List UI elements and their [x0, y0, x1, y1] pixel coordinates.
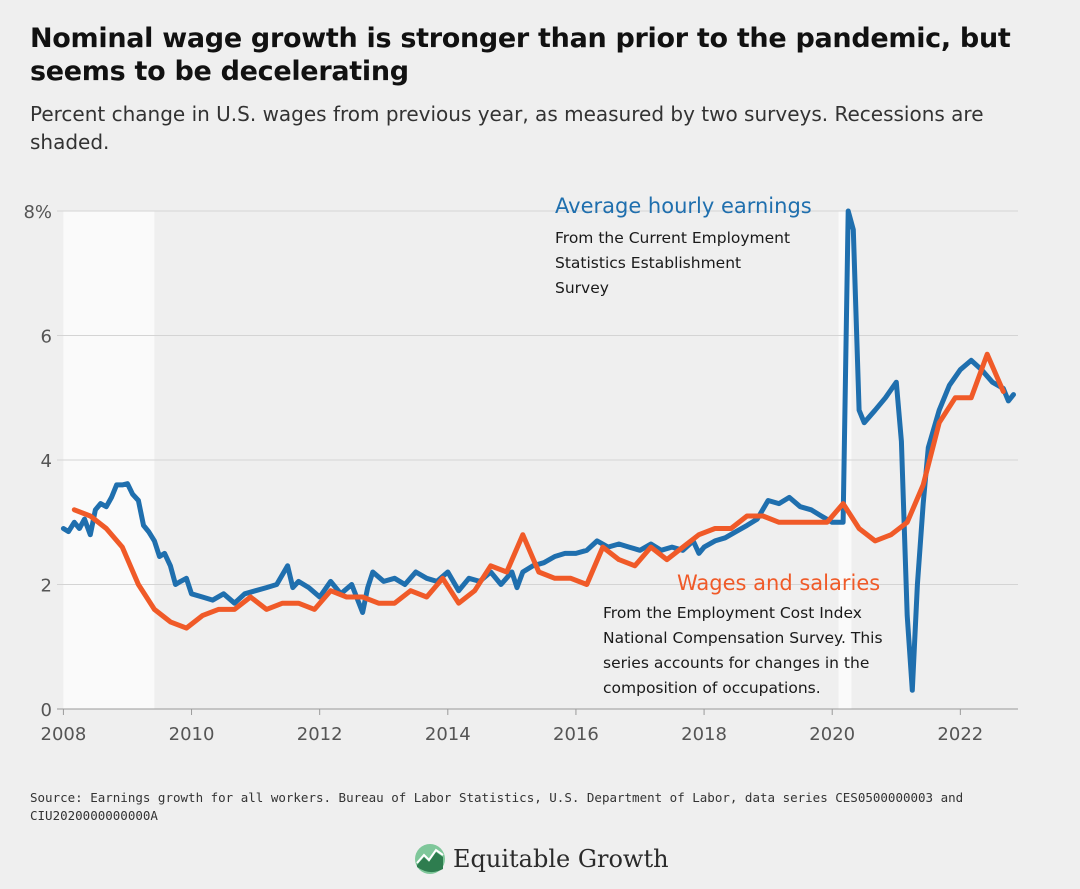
annotation-line: From the Employment Cost Index: [603, 604, 862, 622]
series-lines: [60, 208, 1016, 693]
x-tick-label: 2008: [41, 724, 87, 745]
annotation-note-eci: From the Employment Cost Index National C…: [603, 604, 883, 697]
growth-chart-icon: [415, 844, 445, 874]
y-axis-ticks: 0 2 4 6 8%: [23, 202, 52, 721]
x-tick-label: 2022: [937, 724, 983, 745]
annotation-line: series accounts for changes in the: [603, 654, 869, 672]
x-tick-label: 2016: [553, 724, 599, 745]
annotation-line: From the Current Employment: [555, 229, 790, 247]
annotation-line: composition of occupations.: [603, 679, 821, 697]
x-tick-label: 2014: [425, 724, 471, 745]
y-tick-label: 2: [41, 576, 52, 597]
x-axis-ticks: 2008 2010 2012 2014 2016 2018 2020 2022: [41, 709, 983, 745]
brand-name: Equitable Growth: [453, 845, 669, 873]
series-line-average-hourly-earnings: [60, 208, 1016, 693]
x-tick-label: 2020: [809, 724, 855, 745]
annotation-line: Survey: [555, 279, 609, 297]
annotations: Average hourly earnings From the Current…: [555, 194, 883, 697]
legend-label-eci: Wages and salaries: [677, 571, 880, 595]
annotation-line: National Compensation Survey. This: [603, 629, 883, 647]
brand-logo: Equitable Growth: [413, 843, 669, 875]
chart-title: Nominal wage growth is stronger than pri…: [30, 23, 1011, 87]
y-tick-label: 6: [41, 327, 52, 348]
x-tick-label: 2010: [169, 724, 215, 745]
x-tick-label: 2012: [297, 724, 343, 745]
y-tick-label: 8%: [23, 202, 52, 223]
series-line-wages-and-salaries: [71, 351, 1006, 631]
x-tick-label: 2018: [681, 724, 727, 745]
legend-label-ahe: Average hourly earnings: [555, 194, 812, 218]
annotation-note-ahe: From the Current Employment Statistics Es…: [555, 229, 790, 297]
annotation-line: Statistics Establishment: [555, 254, 741, 272]
chart-subtitle: Percent change in U.S. wages from previo…: [30, 102, 984, 154]
y-tick-label: 0: [41, 700, 52, 721]
source-note: Source: Earnings growth for all workers.…: [30, 790, 964, 823]
y-tick-label: 4: [41, 451, 52, 472]
